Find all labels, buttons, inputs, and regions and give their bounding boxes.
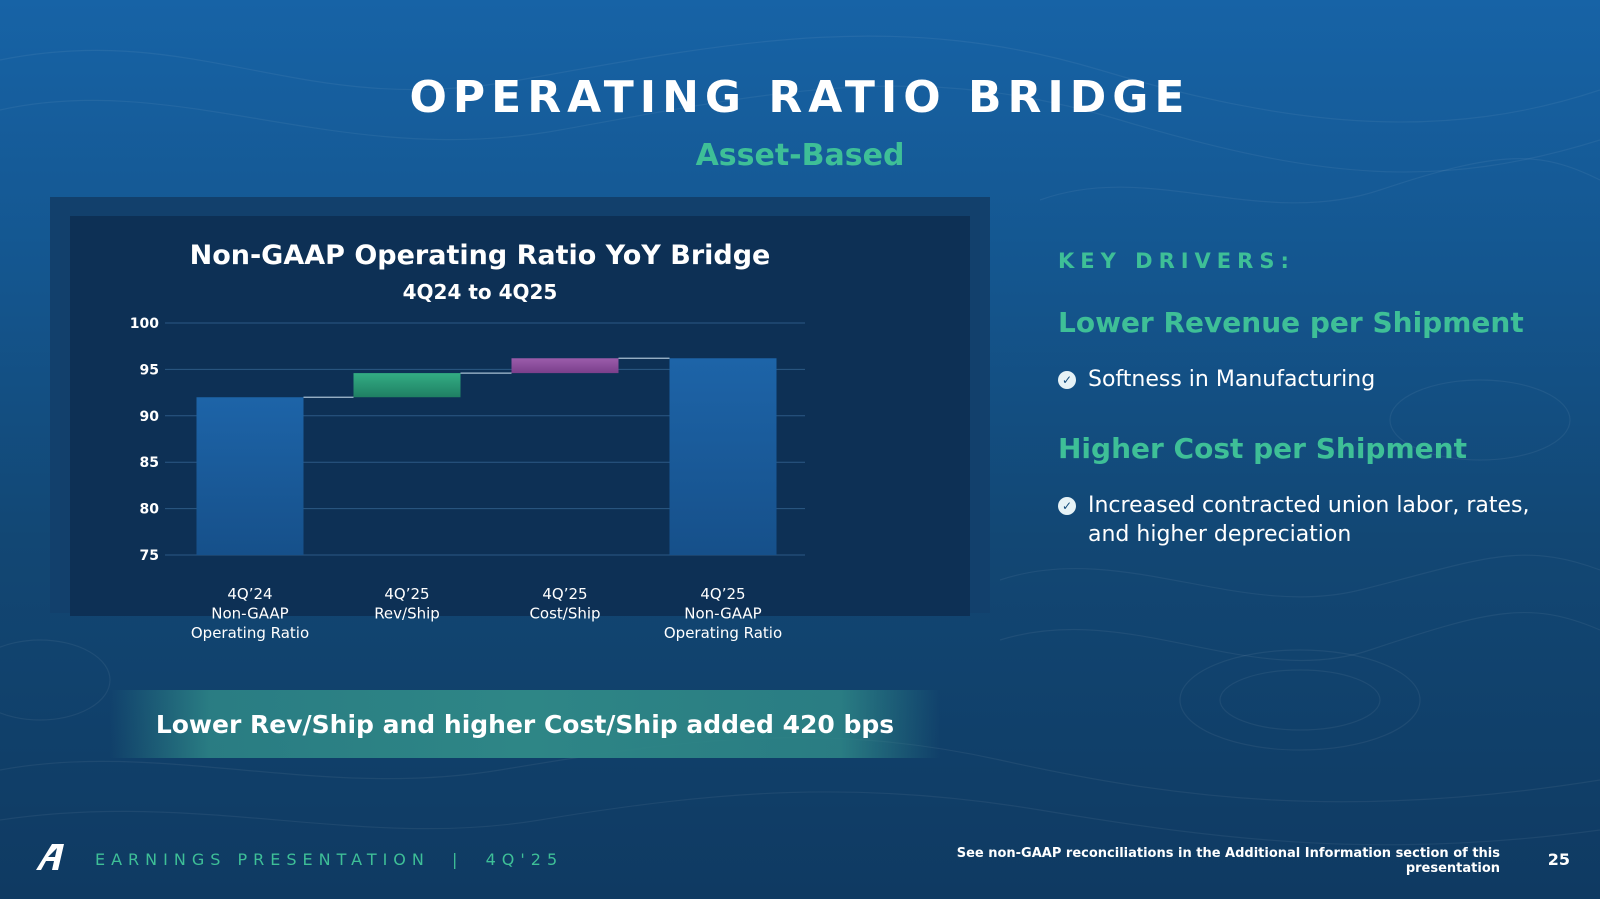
driver-bullet-text: Softness in Manufacturing bbox=[1088, 367, 1376, 392]
y-tick-label: 75 bbox=[140, 548, 159, 564]
driver-title-cost: Higher Cost per Shipment bbox=[1058, 432, 1467, 465]
driver-bullet-text: Increased contracted union labor, rates,… bbox=[1088, 493, 1530, 547]
driver-bullet-revenue: ✓ Softness in Manufacturing bbox=[1058, 365, 1538, 394]
x-category-label: Operating Ratio bbox=[664, 624, 782, 642]
y-tick-label: 85 bbox=[140, 455, 159, 471]
x-category-label: Non-GAAP bbox=[211, 605, 288, 623]
slide-title: OPERATING RATIO BRIDGE bbox=[409, 72, 1191, 123]
x-category-label: Operating Ratio bbox=[191, 624, 309, 642]
chart-subtitle: 4Q24 to 4Q25 bbox=[402, 280, 558, 304]
footer-note: See non-GAAP reconciliations in the Addi… bbox=[956, 846, 1500, 876]
check-icon: ✓ bbox=[1058, 497, 1076, 515]
callout-banner: Lower Rev/Ship and higher Cost/Ship adde… bbox=[110, 690, 940, 758]
driver-bullet-cost: ✓ Increased contracted union labor, rate… bbox=[1058, 491, 1538, 549]
x-category-label: 4Q’25 bbox=[542, 585, 587, 603]
driver-title-revenue: Lower Revenue per Shipment bbox=[1058, 306, 1524, 339]
company-logo-icon bbox=[36, 844, 64, 870]
bar-2 bbox=[353, 373, 461, 398]
x-category-label: 4Q’24 bbox=[227, 585, 272, 603]
bar-1 bbox=[196, 397, 304, 555]
x-category-label: Cost/Ship bbox=[529, 605, 600, 623]
y-tick-label: 100 bbox=[130, 316, 159, 332]
slide-subtitle: Asset-Based bbox=[695, 138, 905, 173]
footer-label: EARNINGS PRESENTATION | 4Q'25 bbox=[95, 850, 564, 869]
x-category-label: Rev/Ship bbox=[374, 605, 440, 623]
x-category-label: Non-GAAP bbox=[684, 605, 761, 623]
check-icon: ✓ bbox=[1058, 371, 1076, 389]
x-category-label: 4Q’25 bbox=[384, 585, 429, 603]
y-tick-label: 80 bbox=[140, 502, 160, 518]
bar-3 bbox=[511, 358, 619, 374]
page-number: 25 bbox=[1547, 850, 1570, 869]
y-tick-label: 90 bbox=[140, 409, 160, 425]
y-tick-label: 95 bbox=[140, 362, 159, 378]
chart-title: Non-GAAP Operating Ratio YoY Bridge bbox=[189, 240, 771, 271]
bar-4 bbox=[669, 358, 777, 555]
key-drivers-heading: KEY DRIVERS: bbox=[1058, 249, 1295, 273]
x-category-label: 4Q’25 bbox=[700, 585, 745, 603]
